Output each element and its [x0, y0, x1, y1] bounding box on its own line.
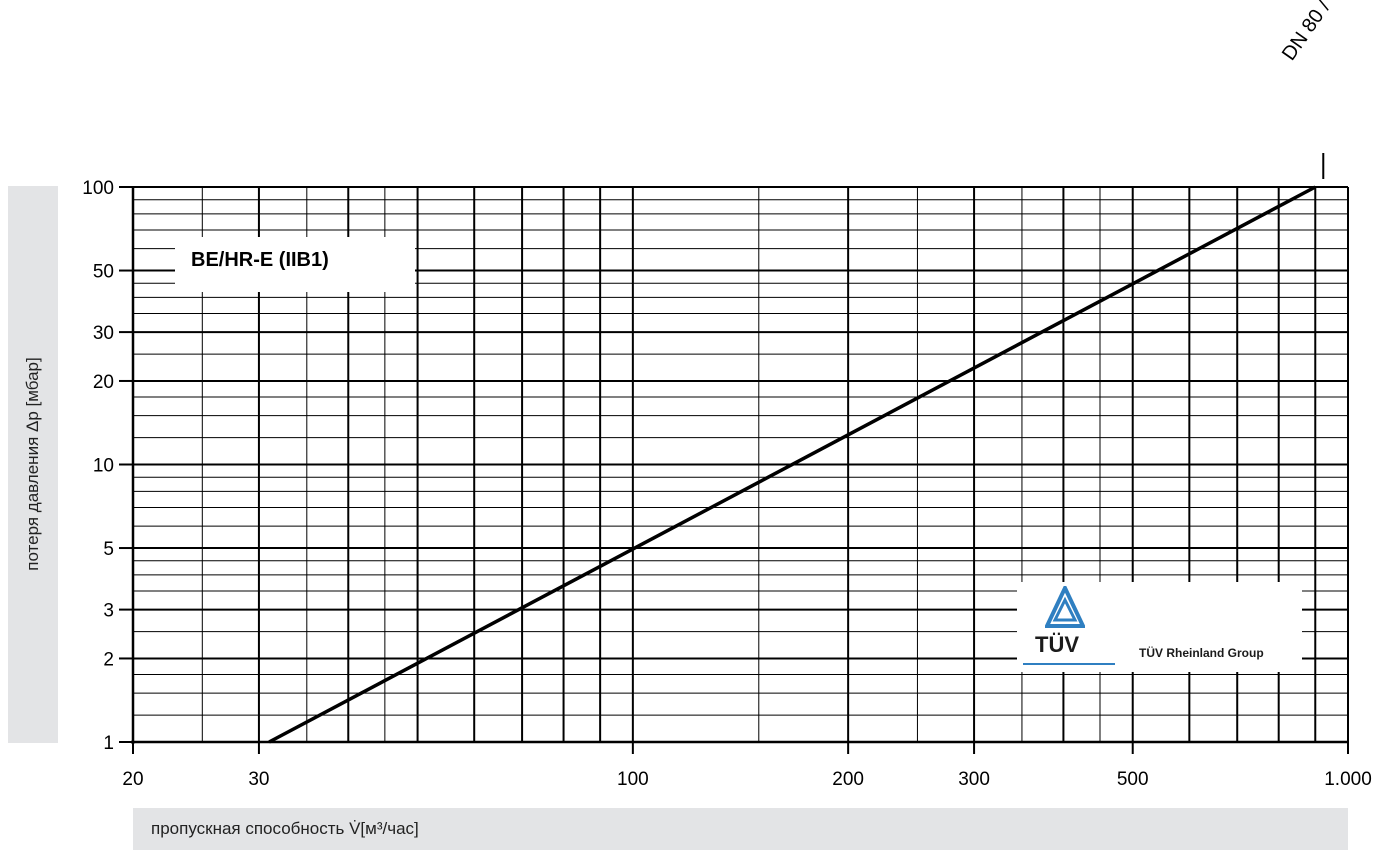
x-tick-label: 300: [958, 769, 990, 790]
y-tick-label: 1: [103, 733, 114, 754]
y-tick-label: 5: [103, 539, 114, 560]
logo-brand-text: TÜV: [1035, 632, 1079, 657]
y-axis-label-band: [8, 186, 58, 743]
axis-layer: [119, 186, 1349, 754]
x-axis-label: пропускная способность V̇[м³/час]: [151, 819, 419, 838]
chart-title: BE/HR-E (IIB1): [191, 249, 329, 271]
logo-underline: [1023, 663, 1115, 665]
tuv-logo: TÜV TÜV Rheinland Group: [1017, 582, 1302, 672]
series-layer: [268, 153, 1325, 744]
y-tick-label: 30: [93, 323, 114, 344]
x-tick-label: 1.000: [1324, 769, 1372, 790]
grid-layer: [132, 186, 1349, 743]
x-tick-label: 100: [617, 769, 649, 790]
tick-label-layer: 20 30 100 200 300 500 1.000 1 2 3 5 10 20 30 50 100: [82, 178, 1371, 790]
chart-title-box: BE/HR-E (IIB1): [175, 237, 415, 292]
y-tick-label: 20: [93, 372, 114, 393]
logo-group-text: TÜV Rheinland Group: [1139, 646, 1264, 660]
x-tick-label: 200: [832, 769, 864, 790]
y-tick-label: 10: [93, 456, 114, 477]
x-tick-label: 20: [122, 769, 143, 790]
series-line: [268, 185, 1317, 744]
x-tick-label: 30: [248, 769, 269, 790]
x-axis-label-band: пропускная способность V̇[м³/час]: [133, 808, 1348, 850]
y-tick-label: 50: [93, 262, 114, 283]
y-tick-label: 100: [82, 178, 114, 199]
y-tick-label: 3: [103, 601, 114, 622]
y-tick-label: 2: [103, 649, 114, 670]
tuv-triangle-icon: [1045, 586, 1085, 628]
x-tick-label: 500: [1117, 769, 1149, 790]
